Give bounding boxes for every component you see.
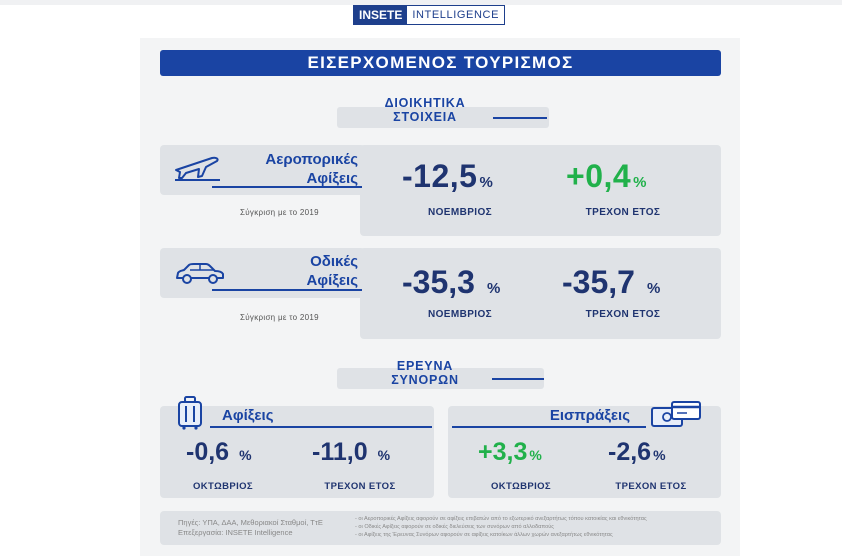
- admin-title-line1: ΔΙΟΙΚΗΤΙΚΑ: [384, 96, 466, 110]
- air-year-value: +0,4%: [566, 158, 647, 201]
- sources-panel: [160, 511, 721, 545]
- road-comparison: Σύγκριση με το 2019: [240, 313, 319, 322]
- insete-logo: INSETE INTELLIGENCE: [353, 5, 506, 25]
- air-year-number: +0,4: [566, 158, 632, 194]
- arrivals-month-unit: %: [239, 447, 252, 463]
- air-year-label: ΤΡΕΧΟΝ ΕΤΟΣ: [585, 207, 661, 218]
- air-month-number: -12,5: [402, 158, 478, 194]
- admin-section-title: ΔΙΟΙΚΗΤΙΚΑ ΣΤΟΙΧΕΙΑ: [380, 96, 470, 124]
- air-underline: [212, 186, 362, 188]
- road-month-value: -35,3%: [402, 264, 500, 307]
- sources-line1: Πηγές: ΥΠΑ, ΔΑΑ, Μεθοριακοί Σταθμοί, ΤτΕ: [178, 518, 323, 527]
- air-label-line1: Αεροπορικές: [265, 151, 358, 168]
- road-month-label: ΝΟΕΜΒΡΙΟΣ: [427, 309, 493, 320]
- receipts-year-unit: %: [653, 447, 666, 463]
- luggage-icon: [178, 396, 202, 430]
- arrivals-month-label: ΟΚΤΩΒΡΙΟΣ: [192, 481, 254, 492]
- note-line1: - οι Αεροπορικές Αφίξεις αφορούν σε αφίξ…: [355, 516, 647, 522]
- air-year-unit: %: [633, 174, 648, 191]
- arrivals-panel: [160, 406, 434, 498]
- receipts-month-label: ΟΚΤΩΒΡΙΟΣ: [490, 481, 552, 492]
- receipts-month-value: +3,3%: [478, 438, 542, 469]
- admin-section-pill: [337, 107, 549, 128]
- road-year-label: ΤΡΕΧΟΝ ΕΤΟΣ: [585, 309, 661, 320]
- road-label-line2: Αφίξεις: [306, 272, 359, 289]
- money-card-icon: [651, 401, 701, 427]
- road-year-unit: %: [646, 280, 661, 297]
- air-label-line2: Αφίξεις: [306, 170, 359, 187]
- sources-text: Πηγές: ΥΠΑ, ΔΑΑ, Μεθοριακοί Σταθμοί, ΤτΕ…: [178, 518, 358, 538]
- arrivals-underline: [210, 426, 432, 428]
- air-month-label: ΝΟΕΜΒΡΙΟΣ: [427, 207, 493, 218]
- air-month-unit: %: [479, 174, 494, 191]
- arrivals-year-value: -11,0%: [312, 438, 390, 469]
- arrivals-year-unit: %: [377, 447, 391, 463]
- road-year-number: -35,7: [562, 264, 635, 300]
- note-line3: - οι Αφίξεις της Έρευνας Συνόρων αφορούν…: [355, 532, 613, 538]
- border-title-line2: ΣΥΝΟΡΩΝ: [391, 373, 459, 387]
- receipts-month-unit: %: [529, 447, 542, 463]
- arrivals-month-number: -0,6: [186, 438, 230, 466]
- logo-part-b: INTELLIGENCE: [412, 9, 500, 21]
- note-line2: - οι Οδικές Αφίξεις αφορούν σε οδικές δι…: [355, 524, 554, 530]
- arrivals-month-value: -0,6%: [186, 438, 252, 469]
- air-comparison: Σύγκριση με το 2019: [240, 208, 319, 217]
- arrivals-year-label: ΤΡΕΧΟΝ ΕΤΟΣ: [324, 481, 396, 492]
- border-title-line1: ΕΡΕΥΝΑ: [396, 359, 454, 373]
- border-section-line: [492, 378, 544, 380]
- receipts-month-number: +3,3: [478, 438, 528, 466]
- road-label: Οδικές Αφίξεις: [228, 252, 359, 290]
- receipts-year-label: ΤΡΕΧΟΝ ΕΤΟΣ: [615, 481, 687, 492]
- road-month-unit: %: [486, 280, 501, 297]
- border-section-title: ΕΡΕΥΝΑ ΣΥΝΟΡΩΝ: [380, 359, 470, 387]
- arrivals-year-number: -11,0: [312, 438, 368, 466]
- notes-text: - οι Αεροπορικές Αφίξεις αφορούν σε αφίξ…: [355, 515, 717, 539]
- road-month-number: -35,3: [402, 264, 475, 300]
- air-month-value: -12,5%: [402, 158, 493, 201]
- road-label-line1: Οδικές: [310, 253, 358, 270]
- road-underline: [212, 289, 362, 291]
- page-title: ΕΙΣΕΡΧΟΜΕΝΟΣ ΤΟΥΡΙΣΜΟΣ: [160, 50, 721, 76]
- airplane-icon: [175, 156, 220, 181]
- air-values-panel: [360, 145, 721, 236]
- top-bar: [0, 0, 842, 5]
- sources-line2: Επεξεργασία: INSETE Intelligence: [178, 528, 293, 537]
- road-year-value: -35,7%: [562, 264, 660, 307]
- car-icon: [176, 263, 224, 284]
- admin-title-line2: ΣΤΟΙΧΕΙΑ: [393, 110, 457, 124]
- admin-section-line: [493, 117, 547, 119]
- receipts-year-value: -2,6%: [608, 438, 666, 469]
- logo-part-a: INSETE: [354, 6, 408, 24]
- receipts-year-number: -2,6: [608, 438, 652, 466]
- road-values-panel: [360, 248, 721, 339]
- air-label: Αεροπορικές Αφίξεις: [228, 150, 358, 188]
- receipts-underline: [452, 426, 646, 428]
- receipts-label: Εισπράξεις: [549, 407, 630, 424]
- border-section-pill: [337, 368, 544, 389]
- arrivals-label: Αφίξεις: [222, 407, 274, 424]
